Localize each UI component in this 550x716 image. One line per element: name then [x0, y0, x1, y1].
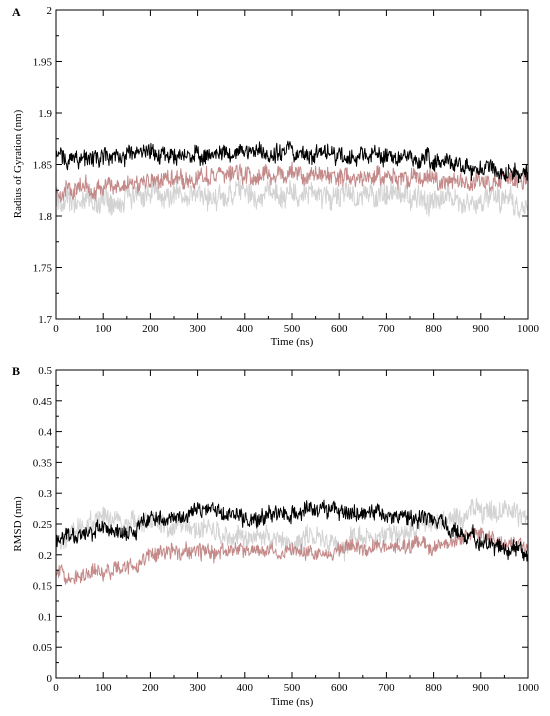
y-tick-label: 1.7 — [38, 314, 52, 326]
black-series-line — [55, 140, 529, 184]
y-tick-label: 1.75 — [33, 263, 53, 275]
panel-b-series — [55, 497, 529, 585]
x-tick-label: 700 — [378, 323, 395, 335]
y-tick-label: 0 — [47, 673, 53, 685]
panel-b-x-axis-label: Time (ns) — [271, 696, 314, 708]
x-tick-label: 300 — [189, 682, 206, 694]
x-tick-label: 500 — [284, 682, 301, 694]
y-tick-label: 0.35 — [33, 457, 53, 469]
panel-b-axes: 0 100 200 300 400 500 600 700 800 900 1000 0 0.05 0.1… — [33, 365, 540, 694]
x-tick-label: 100 — [95, 682, 112, 694]
y-tick-label: 0.25 — [33, 519, 53, 531]
panel-a-series — [55, 140, 529, 219]
panel-b: B 0 100 200 300 400 500 600 700 800 900 100000.050… — [12, 364, 540, 708]
rose-series-line — [55, 527, 529, 585]
y-tick-label: 0.3 — [38, 488, 52, 500]
x-tick-label: 200 — [142, 323, 159, 335]
x-tick-label: 900 — [473, 682, 490, 694]
y-tick-label: 0.05 — [33, 642, 53, 654]
light-gray-series-line — [55, 177, 529, 219]
y-tick-label: 0.5 — [38, 365, 52, 377]
black-series-line — [55, 499, 529, 562]
y-tick-label: 2 — [47, 5, 53, 17]
rose-series-line — [55, 161, 529, 203]
y-tick-label: 1.95 — [33, 57, 53, 69]
x-tick-label: 500 — [284, 323, 301, 335]
x-tick-label: 1000 — [517, 682, 540, 694]
y-tick-label: 0.1 — [38, 611, 52, 623]
x-tick-label: 100 — [95, 323, 112, 335]
x-tick-label: 800 — [425, 682, 442, 694]
panel-b-label: B — [12, 364, 20, 378]
x-tick-label: 600 — [331, 323, 348, 335]
x-tick-label: 900 — [473, 323, 490, 335]
x-tick-label: 700 — [378, 682, 395, 694]
x-tick-label: 300 — [189, 323, 206, 335]
y-tick-label: 0.2 — [38, 550, 52, 562]
panel-a-label: A — [12, 5, 21, 19]
x-tick-label: 800 — [425, 323, 442, 335]
x-tick-label: 400 — [237, 323, 254, 335]
panel-a: A 0 100 200 300 400 500 600 700 800 900 1000 1.7 1.7… — [12, 5, 540, 348]
x-tick-label: 0 — [53, 682, 59, 694]
y-tick-label: 1.85 — [33, 160, 53, 172]
y-tick-label: 1.9 — [38, 108, 52, 120]
y-tick-label: 0.4 — [38, 427, 52, 439]
x-tick-label: 1000 — [517, 323, 540, 335]
x-tick-label: 0 — [53, 323, 59, 335]
x-tick-label: 400 — [237, 682, 254, 694]
panel-a-axes: 0 100 200 300 400 500 600 700 800 900 1000 1.7 1.75 1… — [33, 5, 540, 335]
x-tick-label: 200 — [142, 682, 159, 694]
x-tick-label: 600 — [331, 682, 348, 694]
panel-b-y-axis-label: RMSD (nm) — [12, 496, 24, 552]
y-tick-label: 0.45 — [33, 396, 53, 408]
panel-a-y-axis-label: Radius of Gyration (nm) — [12, 109, 24, 218]
y-tick-label: 0.15 — [33, 581, 53, 593]
panel-a-x-axis-label: Time (ns) — [271, 336, 314, 348]
y-tick-label: 1.8 — [38, 211, 52, 223]
